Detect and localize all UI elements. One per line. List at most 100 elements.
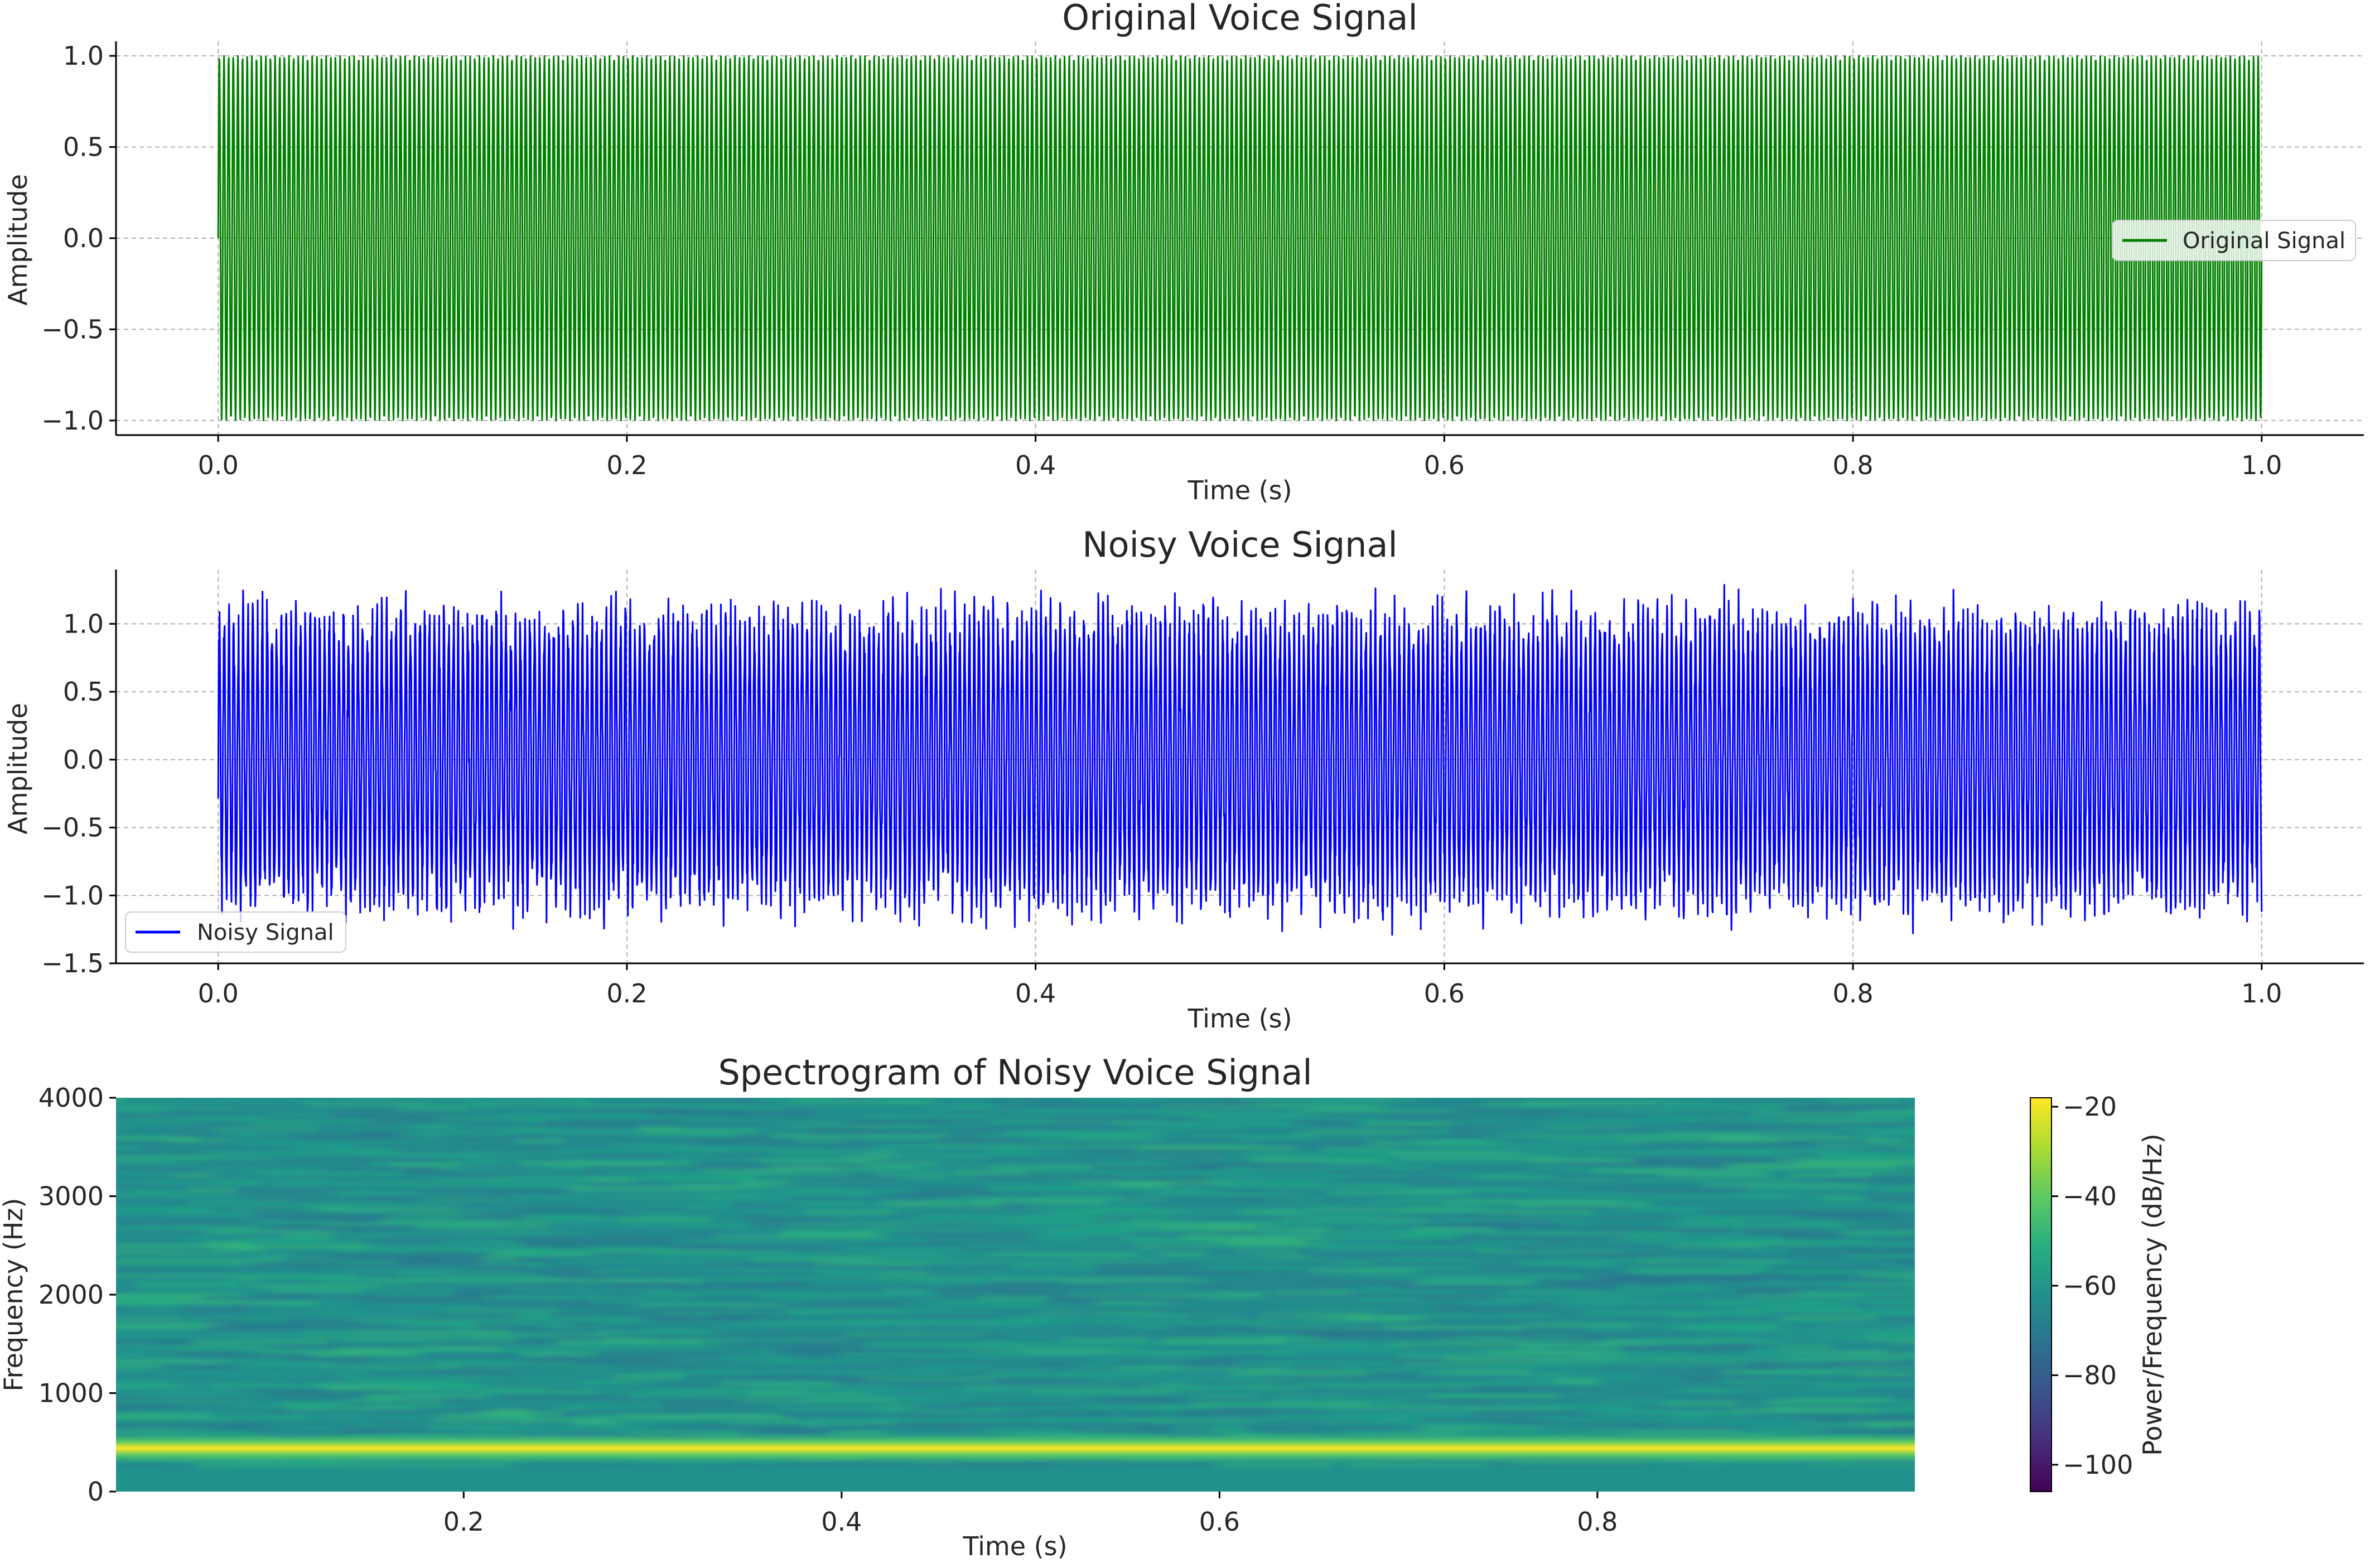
spectrogram-cell bbox=[276, 1395, 369, 1398]
spectrogram-cell bbox=[354, 1205, 500, 1209]
spectrogram-cell bbox=[1122, 1412, 1208, 1416]
spectrogram-cell bbox=[438, 1117, 499, 1121]
spectrogram-cell bbox=[1351, 1230, 1452, 1234]
spectrogram-cell bbox=[1073, 1289, 1203, 1293]
spectrogram-cell bbox=[497, 1395, 612, 1398]
spectrogram-cell bbox=[695, 1387, 846, 1391]
spectrogram-cell bbox=[335, 1191, 398, 1195]
spectrogram-cell bbox=[664, 1358, 730, 1362]
spectrogram-cell bbox=[1817, 1375, 1915, 1379]
spectrogram-cell bbox=[1633, 1350, 1695, 1354]
spectrogram-cell bbox=[1254, 1348, 1410, 1352]
spectrogram-cell bbox=[681, 1233, 773, 1236]
spectrogram-cell bbox=[116, 1417, 171, 1420]
spectrogram-cell bbox=[1684, 1120, 1812, 1123]
spectrogram-cell bbox=[1710, 1304, 1886, 1308]
spectrogram-cell bbox=[1242, 1151, 1402, 1155]
spectrogram-cell bbox=[442, 1309, 557, 1313]
spectrogram-cell bbox=[401, 1355, 566, 1359]
spectrogram-panel: Spectrogram of Noisy Voice Signal 0.2 0.4… bbox=[0, 1052, 2168, 1561]
spectrogram-cell bbox=[1353, 1338, 1451, 1342]
spectrogram-cell bbox=[780, 1233, 871, 1236]
spectrogram-cell bbox=[858, 1228, 987, 1232]
spectrogram-cell bbox=[325, 1309, 469, 1313]
spectrogram-cell bbox=[1528, 1299, 1692, 1302]
spectrogram-cell bbox=[464, 1286, 572, 1290]
spectrogram-cell bbox=[1394, 1137, 1563, 1141]
spectrogram-cell bbox=[392, 1350, 568, 1354]
spectrogram-cell bbox=[1865, 1299, 1915, 1302]
spectrogram-cell bbox=[1712, 1284, 1834, 1288]
spectrogram-cell bbox=[874, 1314, 930, 1318]
spectrogram-cell bbox=[971, 1426, 1141, 1430]
spectrogram-cell bbox=[116, 1159, 133, 1162]
spectrogram-cell bbox=[1030, 1392, 1153, 1396]
spectrogram-cell bbox=[1205, 1179, 1314, 1183]
spectrogram-cell bbox=[1826, 1210, 1915, 1214]
spectrogram-cell bbox=[1890, 1149, 1915, 1153]
spectrogram-cell bbox=[1392, 1360, 1542, 1364]
spectrogram-cell bbox=[1284, 1142, 1368, 1146]
spectrogram-cell bbox=[1454, 1205, 1556, 1209]
spectrogram-cell bbox=[1282, 1139, 1321, 1143]
spectrogram-cell bbox=[328, 1179, 450, 1183]
spectrogram-cell bbox=[1883, 1400, 1915, 1403]
spectrogram-cell bbox=[1215, 1240, 1312, 1244]
spectrogram-cell bbox=[1851, 1309, 1902, 1313]
spectrogram-cell bbox=[324, 1291, 458, 1295]
spectrogram-cell bbox=[1644, 1127, 1711, 1131]
spectrogram-cell bbox=[207, 1242, 248, 1246]
spectrogram-cell bbox=[471, 1321, 595, 1325]
spectrogram-cell bbox=[1586, 1311, 1762, 1315]
spectrogram-cell bbox=[894, 1270, 928, 1273]
spectrogram-cell bbox=[1175, 1426, 1249, 1430]
spectrogram-cell bbox=[694, 1159, 754, 1162]
spectrogram-cell bbox=[707, 1255, 824, 1258]
spectrogram-cell bbox=[235, 1188, 361, 1192]
spectrogram-cell bbox=[641, 1213, 684, 1217]
spectrogram-cell bbox=[1400, 1348, 1549, 1352]
spectrogram-cell bbox=[801, 1198, 935, 1202]
spectrogram-cell bbox=[248, 1242, 381, 1246]
spectrogram-cell bbox=[1639, 1147, 1796, 1150]
spectrogram-cell bbox=[1629, 1282, 1676, 1285]
spectrogram-cell bbox=[116, 1127, 129, 1131]
spectrogram-cell bbox=[1109, 1200, 1254, 1204]
spectrogram-cell bbox=[518, 1139, 564, 1143]
spectrogram-cell bbox=[1576, 1115, 1659, 1118]
spectrogram-cell bbox=[1774, 1156, 1915, 1160]
spectrogram-cell bbox=[1466, 1122, 1546, 1126]
spectrogram-cell bbox=[1635, 1335, 1813, 1339]
spectrogram-cell bbox=[392, 1215, 465, 1219]
spectrogram-cell bbox=[880, 1286, 963, 1290]
spectrogram-cell bbox=[344, 1247, 484, 1251]
spectrogram-cell bbox=[632, 1333, 745, 1337]
spectrogram-cell bbox=[1175, 1414, 1266, 1418]
spectrogram-cell bbox=[207, 1230, 342, 1234]
spectrogram-cell bbox=[317, 1384, 403, 1388]
spectrogram-cell bbox=[1469, 1127, 1576, 1131]
spectrogram-cell bbox=[779, 1348, 944, 1352]
spectrogram-cell bbox=[1693, 1319, 1779, 1322]
spectrogram-cell bbox=[1123, 1196, 1293, 1199]
spectrogram-cell bbox=[779, 1414, 938, 1418]
spectrogram-cell bbox=[1340, 1265, 1377, 1268]
spectrogram-cell bbox=[301, 1203, 464, 1207]
spectrogram-cell bbox=[538, 1122, 631, 1126]
spectrogram-cell bbox=[1831, 1345, 1915, 1349]
spectrogram-cell bbox=[696, 1139, 766, 1143]
spectrogram-cell bbox=[1511, 1130, 1628, 1133]
spectrogram-cell bbox=[1478, 1142, 1639, 1146]
spectrogram-cell bbox=[176, 1382, 291, 1386]
spectrogram-cell bbox=[173, 1384, 210, 1388]
spectrogram-cell bbox=[1648, 1272, 1759, 1276]
spectrogram-cell bbox=[1748, 1233, 1843, 1236]
spectrogram-cell bbox=[1027, 1198, 1162, 1202]
spectrogram-cell bbox=[1865, 1110, 1915, 1113]
spectrogram-cell bbox=[1741, 1169, 1893, 1173]
legend-label-original-signal: Original Signal bbox=[2183, 228, 2345, 254]
spectrogram-cell bbox=[1150, 1179, 1209, 1183]
spectrogram-cell bbox=[204, 1159, 325, 1162]
spectrogram-cell bbox=[129, 1311, 266, 1315]
spectrogram-cell bbox=[1865, 1191, 1915, 1195]
